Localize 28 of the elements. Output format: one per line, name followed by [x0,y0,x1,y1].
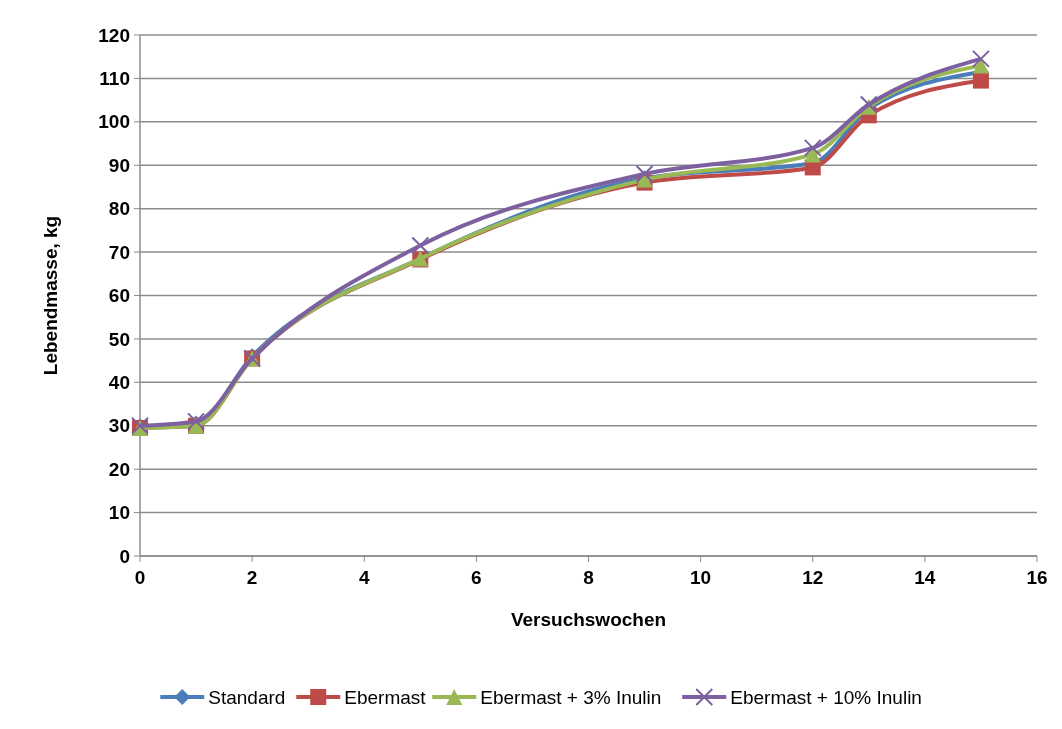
x-tick-label: 2 [246,567,258,588]
y-tick-label: 10 [108,502,130,524]
legend-label: Standard [208,686,286,708]
y-tick-label: 20 [108,458,130,480]
y-tick-label: 70 [108,241,130,263]
legend-label: Ebermast + 10% Inulin [730,686,922,708]
y-tick-label: 0 [119,545,130,567]
x-tick-label: 16 [1026,567,1048,588]
x-tick-label: 14 [914,567,936,588]
y-tick-label: 120 [98,24,130,46]
x-tick-label: 0 [134,567,146,588]
y-tick-label: 80 [108,198,130,220]
legend-label: Ebermast [344,686,427,708]
y-tick-label: 40 [108,371,130,393]
y-tick-label: 110 [99,68,130,90]
x-tick-label: 10 [690,567,712,588]
x-tick-label: 4 [358,567,370,588]
x-tick-label: 12 [802,567,824,588]
y-axis-title: Lebendmasse, kg [40,215,61,376]
x-tick-label: 8 [583,567,594,588]
y-tick-label: 30 [108,415,130,437]
legend-label: Ebermast + 3% Inulin [480,686,662,708]
x-axis-title: Versuchswochen [510,609,667,630]
y-tick-label: 50 [108,328,130,350]
y-tick-label: 60 [108,285,130,307]
y-tick-label: 100 [98,111,130,133]
x-tick-label: 6 [471,567,482,588]
y-tick-label: 90 [108,154,130,176]
